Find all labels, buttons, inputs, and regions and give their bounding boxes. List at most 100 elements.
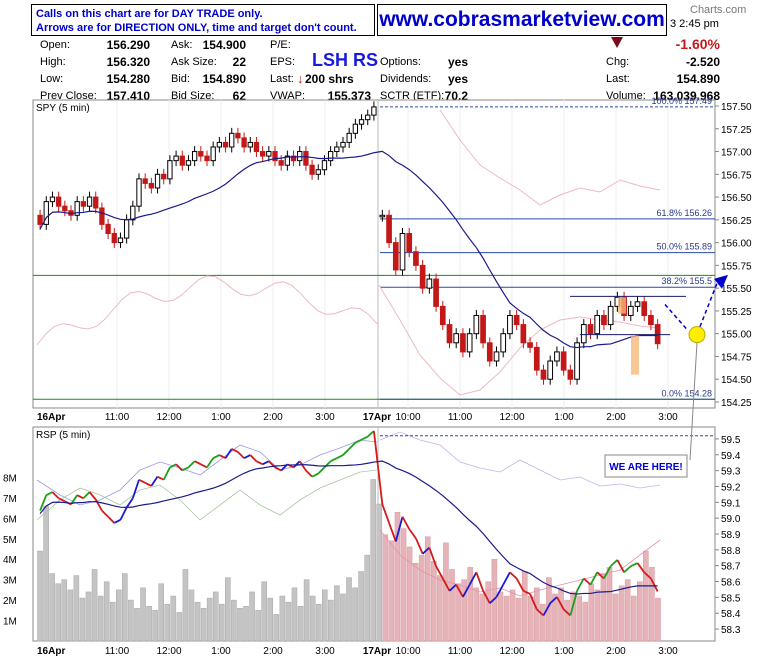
price-tick-label: 156.50: [721, 193, 752, 204]
candle-body: [191, 151, 198, 162]
volume-bar: [606, 567, 613, 642]
rsp-price-segment: [536, 608, 545, 617]
candle-body: [259, 151, 266, 157]
arrowhead-icon: [714, 274, 728, 289]
rsp-price-segment: [422, 546, 430, 555]
volume-bar: [467, 567, 473, 642]
volume-bar: [509, 589, 516, 642]
candle-body: [55, 196, 62, 207]
candle-body: [99, 207, 105, 225]
price-x-label: 1:00: [554, 412, 574, 423]
candle-body: [309, 164, 315, 175]
candle-body: [235, 132, 241, 139]
rsp-price-segment: [181, 466, 189, 472]
fib-label: 50.0% 155.89: [656, 242, 712, 252]
price-x-label: 3:00: [658, 412, 678, 423]
rsp-price-segment: [428, 547, 437, 567]
volume-bar: [128, 599, 134, 642]
rsp-price-segment: [381, 504, 390, 524]
last-size-value: 200 shrs: [305, 72, 354, 86]
candle-body: [453, 333, 460, 344]
rsp-price-segment: [200, 463, 208, 469]
rsp-overlay-day1: [36, 275, 378, 346]
pe-label: P/E:: [270, 39, 291, 51]
candle-body: [493, 351, 500, 362]
fib-label: 100.0% 157.49: [651, 96, 712, 106]
candle-body: [334, 146, 340, 153]
volume-bar: [49, 573, 55, 642]
chg-value: -2.520: [685, 55, 720, 69]
rsp-x-label: 1:00: [211, 646, 231, 657]
rsp-price-segment: [610, 559, 618, 567]
candle-body: [62, 205, 68, 212]
candle-body: [278, 160, 284, 166]
volume-bar: [521, 571, 528, 642]
rsp-price-segment: [169, 463, 177, 469]
candle-body: [241, 137, 247, 148]
rsp-price-segment: [330, 457, 338, 463]
candle-body: [123, 219, 130, 239]
candle-body: [80, 201, 87, 207]
note-line-2: Arrows are for DIRECTION ONLY, time and …: [36, 22, 357, 34]
volume-bar: [91, 569, 98, 642]
candle-body: [358, 119, 365, 125]
rsp-price-segment: [262, 460, 270, 466]
rsp-price-segment: [348, 442, 356, 450]
rsp-price-segment: [101, 509, 109, 518]
price-tick-label: 157.00: [721, 148, 752, 159]
candle-body: [439, 305, 446, 326]
rsp-x-label: 12:00: [156, 646, 181, 657]
rsp-x-label: 17Apr: [363, 646, 391, 657]
rsp-x-label: 11:00: [105, 646, 130, 657]
candle-body: [37, 214, 43, 225]
price-tick-label: 154.75: [721, 352, 752, 363]
volume-bar: [594, 589, 601, 642]
prev-close-label: Prev Close:: [40, 90, 97, 102]
rsp-price-segment: [556, 596, 565, 610]
candle-body: [117, 237, 124, 244]
volume-bar: [158, 583, 164, 642]
volume-bar: [552, 593, 558, 642]
day-trade-note: Calls on this chart are for DAY TRADE on…: [31, 4, 375, 36]
projection-arrow-down: [664, 304, 689, 332]
price-tick-label: 157.50: [721, 102, 752, 113]
volume-bar: [188, 589, 195, 642]
volume-bar: [376, 503, 383, 642]
rsp-tick-label: 59.5: [721, 435, 741, 446]
high-value: 156.320: [106, 55, 150, 69]
candle-body: [446, 324, 453, 344]
bid-size-label: Bid Size:: [171, 90, 215, 102]
volume-bar: [116, 589, 122, 642]
volume-bar: [249, 591, 255, 642]
candle-body: [460, 333, 466, 353]
rsp-price-segment: [408, 528, 417, 539]
website-banner[interactable]: www.cobrasmarketview.com: [377, 4, 667, 36]
volume-bar: [346, 577, 352, 642]
volume-bar: [315, 603, 322, 642]
volume-bar: [97, 595, 104, 642]
rsp-price-segment: [298, 460, 307, 471]
rsp-price-segment: [630, 562, 638, 567]
candle-body: [247, 141, 253, 148]
volume-bar: [497, 591, 504, 642]
candle-body: [627, 305, 634, 316]
volume-tick-label: 4M: [3, 555, 17, 566]
rsp-price-segment: [354, 438, 362, 444]
candle-body: [547, 360, 554, 380]
moving-average-line: [39, 150, 658, 349]
volume-bar: [134, 608, 140, 642]
price-tick-label: 156.75: [721, 170, 752, 181]
rsp-price-segment: [224, 448, 233, 459]
rsp-price-segment: [58, 497, 66, 503]
volume-bar: [618, 585, 625, 642]
candle-body: [520, 324, 527, 344]
volume-bar: [600, 573, 607, 642]
candle-body: [148, 182, 155, 189]
price-tick-label: 156.25: [721, 216, 752, 227]
candle-body: [473, 314, 480, 335]
price-x-label: 16Apr: [37, 412, 65, 423]
current-position-marker: [688, 326, 706, 344]
candle-body: [574, 342, 580, 380]
rsp-price-segment: [373, 430, 384, 505]
candle-body: [105, 223, 111, 235]
